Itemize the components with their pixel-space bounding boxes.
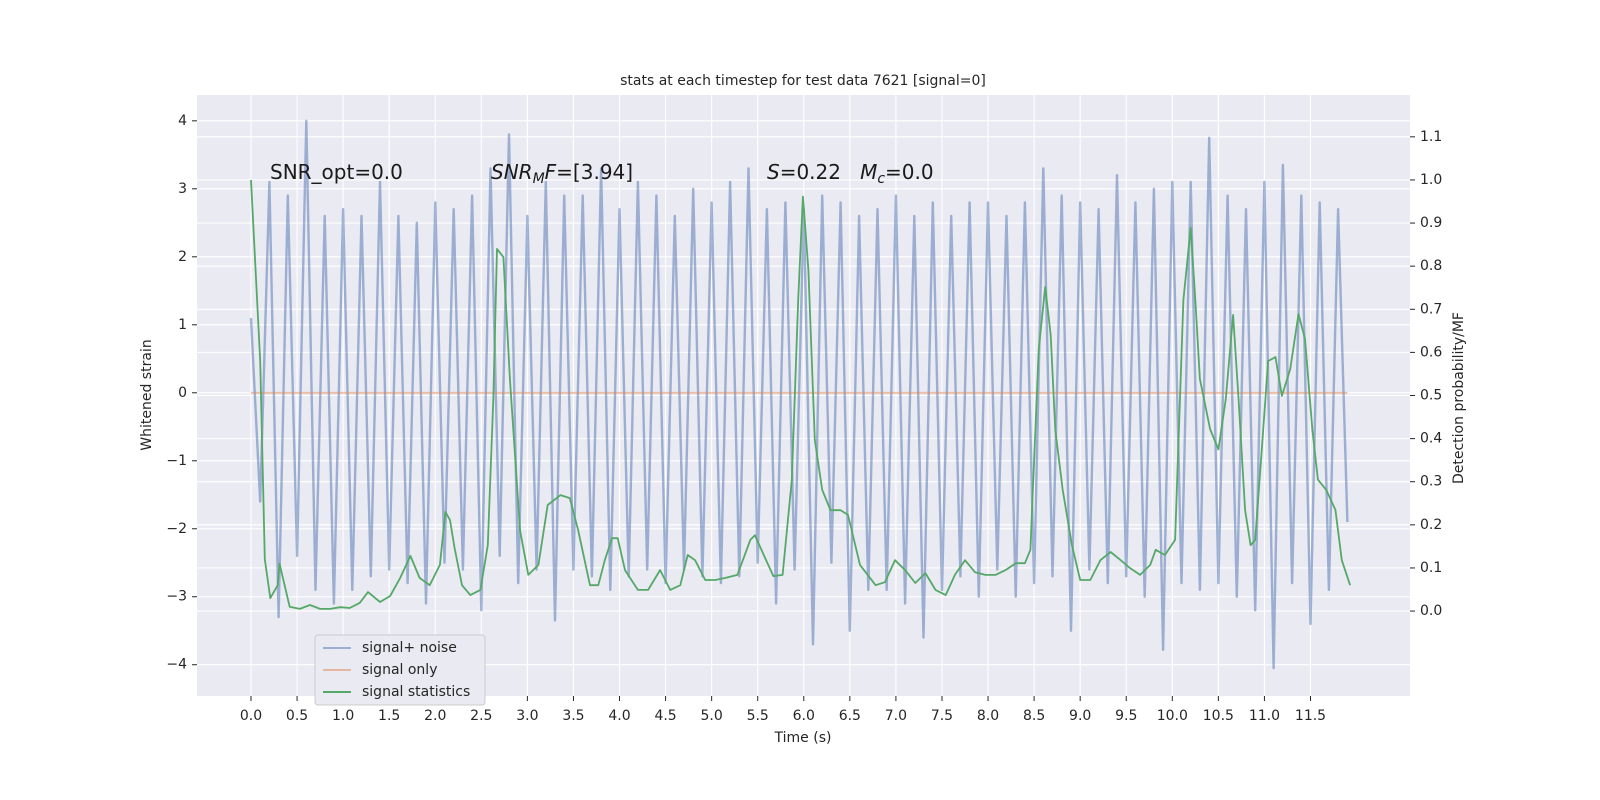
y2-tick-label: 0.7 <box>1420 301 1442 317</box>
y-tick-label: −1 <box>166 453 187 469</box>
legend-box <box>314 634 486 706</box>
x-tick-label: 9.5 <box>1115 708 1137 724</box>
annotation-part: S <box>767 160 780 184</box>
y2-tick-label: 0.9 <box>1420 215 1442 231</box>
y2-axis-label: Detection probability/MF <box>1451 312 1467 484</box>
annotation: SNR_opt=0.0 <box>270 160 403 184</box>
x-tick-label: 8.0 <box>977 708 999 724</box>
x-tick-label: 6.5 <box>839 708 861 724</box>
x-tick-label: 4.5 <box>654 708 676 724</box>
x-tick-label: 3.0 <box>516 708 538 724</box>
y-tick-label: 0 <box>178 385 187 401</box>
annotation-part: M <box>860 160 877 184</box>
y2-tick-label: 0.5 <box>1420 388 1442 404</box>
y2-tick-label: 0.8 <box>1420 258 1442 274</box>
y-axis-label: Whitened strain <box>139 339 155 450</box>
data-line <box>250 179 1351 610</box>
x-tick-label: 11.0 <box>1249 708 1280 724</box>
y2-tick-label: 1.0 <box>1420 172 1442 188</box>
y2-tick-label: 0.6 <box>1420 344 1442 360</box>
x-tick-label: 2.5 <box>470 708 492 724</box>
y-tick-label: 3 <box>178 181 187 197</box>
y2-tick-label: 0.1 <box>1420 560 1442 576</box>
x-axis-label: Time (s) <box>774 730 832 746</box>
x-tick-label: 10.5 <box>1203 708 1234 724</box>
annotation-part: F <box>545 160 557 184</box>
x-tick-label: 0.0 <box>240 708 262 724</box>
y-tick-label: 1 <box>178 317 187 333</box>
y-tick-label: −3 <box>166 589 187 605</box>
annotation-part: =0.22 <box>780 160 860 184</box>
annotation: SNRMF=[3.94] <box>491 160 633 188</box>
legend-label: signal statistics <box>362 684 470 700</box>
y2-tick-label: 0.2 <box>1420 517 1442 533</box>
chart-title: stats at each timestep for test data 762… <box>620 73 986 89</box>
x-tick-label: 7.5 <box>931 708 953 724</box>
x-tick-label: 11.5 <box>1295 708 1326 724</box>
annotation: S=0.22 Mc=0.0 <box>767 160 934 188</box>
legend-label: signal only <box>362 662 437 678</box>
y-tick-label: −2 <box>166 521 187 537</box>
x-tick-label: 6.0 <box>793 708 815 724</box>
x-tick-label: 5.5 <box>747 708 769 724</box>
annotation-part: M <box>533 171 545 187</box>
x-tick-label: 3.5 <box>562 708 584 724</box>
x-tick-label: 1.0 <box>332 708 354 724</box>
x-tick-label: 8.5 <box>1023 708 1045 724</box>
x-tick-label: 2.0 <box>424 708 446 724</box>
y-tick-label: 2 <box>178 249 187 265</box>
y-tick-label: 4 <box>178 113 187 129</box>
x-tick-label: 10.0 <box>1157 708 1188 724</box>
y2-tick-label: 0.3 <box>1420 474 1442 490</box>
legend-label: signal+ noise <box>362 640 457 656</box>
x-tick-label: 7.0 <box>885 708 907 724</box>
y2-tick-label: 0.0 <box>1420 603 1442 619</box>
annotation-part: =0.0 <box>885 160 934 184</box>
annotation-part: SNR_opt=0.0 <box>270 160 403 184</box>
x-tick-label: 0.5 <box>286 708 308 724</box>
x-tick-label: 9.0 <box>1069 708 1091 724</box>
y2-tick-label: 0.4 <box>1420 431 1442 447</box>
y-tick-label: −4 <box>166 657 187 673</box>
x-tick-label: 5.0 <box>701 708 723 724</box>
x-tick-label: 4.0 <box>608 708 630 724</box>
x-tick-label: 1.5 <box>378 708 400 724</box>
annotation-part: SNR <box>491 160 533 184</box>
y2-tick-label: 1.1 <box>1420 129 1442 145</box>
annotation-part: c <box>877 171 885 187</box>
data-line <box>249 119 1349 670</box>
annotation-part: =[3.94] <box>556 160 633 184</box>
